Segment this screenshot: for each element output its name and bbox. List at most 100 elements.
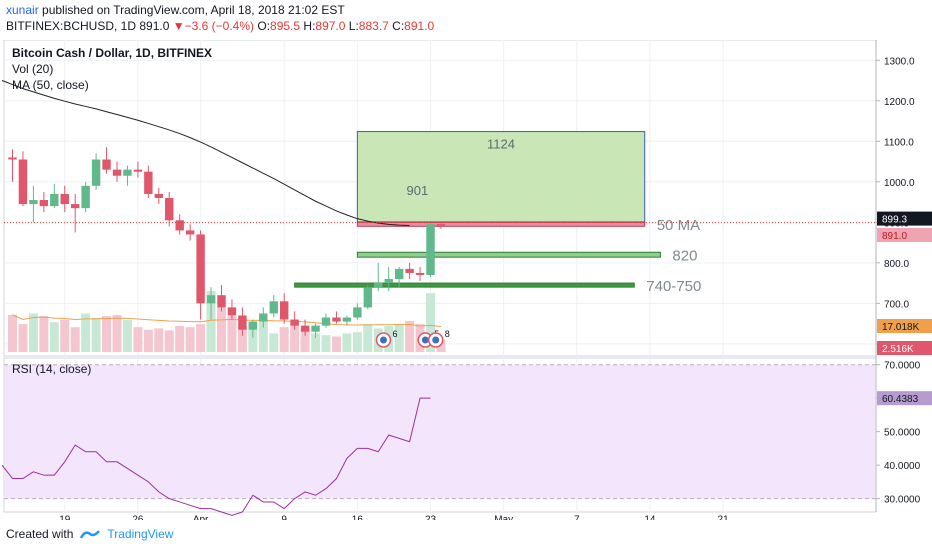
- date-tick-label: 14: [644, 514, 656, 520]
- event-flag-dot: [421, 336, 429, 344]
- volume-bar: [143, 329, 153, 352]
- candle-body: [280, 301, 289, 320]
- rsi-badge: 60.4383: [877, 391, 932, 406]
- rsi-badge-text: 60.4383: [882, 394, 919, 405]
- right-axis-bg: [876, 40, 932, 520]
- date-tick-label: May: [494, 514, 513, 520]
- volume-bar: [300, 328, 310, 352]
- volume-bar: [227, 316, 237, 352]
- volume-bar: [185, 327, 195, 352]
- volume-bar: [49, 322, 59, 352]
- candle-body: [332, 317, 341, 322]
- volume-badge: 2.516K: [877, 341, 932, 355]
- candle-body: [18, 159, 28, 205]
- rsi-pane: [1, 364, 876, 516]
- candle-body: [363, 287, 372, 308]
- candle-body: [300, 325, 310, 332]
- candle: [311, 323, 320, 338]
- low-value: 883.7: [358, 19, 389, 33]
- high-label: H:: [303, 19, 316, 33]
- candle-body: [405, 268, 414, 273]
- close-value: 891.0: [404, 19, 435, 33]
- date-tick-label: 16: [352, 514, 364, 520]
- volume-bar: [70, 327, 80, 352]
- price-tick-label: 700.0: [884, 299, 909, 310]
- ma-line: [1, 80, 410, 227]
- volume-bar: [217, 307, 226, 352]
- price-tick-label: 800.0: [884, 259, 909, 270]
- candle-body: [227, 307, 237, 316]
- candle-body: [394, 268, 404, 280]
- candle: [18, 151, 28, 207]
- axes: 600.0700.0800.0900.01000.01100.01200.013…: [59, 40, 932, 520]
- ma-legend: MA (50, close): [12, 78, 89, 92]
- candle: [60, 185, 69, 213]
- rsi-legend: RSI (14, close): [12, 362, 91, 376]
- symbol: BITFINEX:BCHUSD, 1D: [6, 19, 137, 33]
- candle-body: [269, 301, 278, 314]
- rsi-tick-label: 50.0000: [884, 428, 921, 439]
- volume-bar: [18, 324, 28, 352]
- volume-bar: [91, 317, 101, 352]
- candle-body: [144, 171, 153, 194]
- open-value: 895.5: [270, 19, 301, 33]
- chart-title: Bitcoin Cash / Dollar, 1D, BITFINEX: [12, 46, 212, 60]
- volume-bar: [237, 325, 247, 352]
- volume-legend: Vol (20): [12, 62, 53, 76]
- volume-bars: [8, 291, 446, 352]
- volume-bar: [60, 319, 70, 352]
- candle: [394, 266, 404, 288]
- level-band: [294, 282, 635, 288]
- candle: [227, 299, 237, 320]
- candle: [81, 181, 90, 213]
- candle: [133, 161, 143, 178]
- candle: [384, 266, 393, 292]
- candle: [29, 185, 38, 223]
- candles: [4, 147, 876, 338]
- volume-bar: [279, 327, 289, 352]
- volume-bar: [426, 293, 435, 352]
- candle-body: [29, 200, 38, 205]
- ohlc-line: BITFINEX:BCHUSD, 1D 891.0 ▼−3.6 (−0.4%) …: [6, 19, 434, 33]
- ma50-line: [1, 80, 410, 227]
- volume-bar: [342, 333, 352, 352]
- open-label: O:: [257, 19, 271, 33]
- candle: [217, 285, 226, 312]
- rsi-line: [1, 397, 431, 516]
- volume-ma-badge-bg: [877, 319, 932, 333]
- down-arrow-icon: ▼: [172, 19, 185, 33]
- volume-bar: [81, 313, 91, 352]
- volume-bar: [28, 313, 38, 352]
- candle-body: [248, 321, 258, 330]
- candle-body: [185, 230, 195, 235]
- candle-body: [206, 295, 216, 304]
- tradingview-brand[interactable]: TradingView: [107, 527, 174, 541]
- created-with-text: Created with: [6, 527, 74, 541]
- candle: [259, 307, 268, 328]
- close-badge: 891.0: [877, 227, 932, 242]
- volume-bar: [154, 328, 164, 352]
- candle-body: [165, 198, 174, 221]
- candle: [154, 187, 163, 205]
- candle: [280, 293, 289, 324]
- candle: [123, 165, 132, 186]
- candle: [405, 262, 414, 280]
- candle-body: [311, 325, 320, 332]
- volume-bar: [352, 332, 362, 352]
- candle: [290, 311, 299, 330]
- candle: [342, 315, 352, 326]
- candle-body: [50, 193, 59, 207]
- candle-body: [436, 224, 446, 226]
- volume-badge-text: 2.516K: [882, 344, 914, 355]
- candle-body: [238, 315, 247, 330]
- author-link[interactable]: xunair: [6, 3, 39, 17]
- rsi-band: [5, 364, 875, 499]
- candle: [238, 307, 247, 336]
- level-label: 50 MA: [657, 217, 700, 234]
- pane-labels: Bitcoin Cash / Dollar, 1D, BITFINEX Vol …: [12, 46, 212, 376]
- candle: [269, 295, 278, 318]
- price-tick-label: 1300.0: [884, 56, 915, 67]
- last-price-badge: 899.3: [877, 211, 932, 226]
- footer: Created with TradingView: [6, 527, 173, 541]
